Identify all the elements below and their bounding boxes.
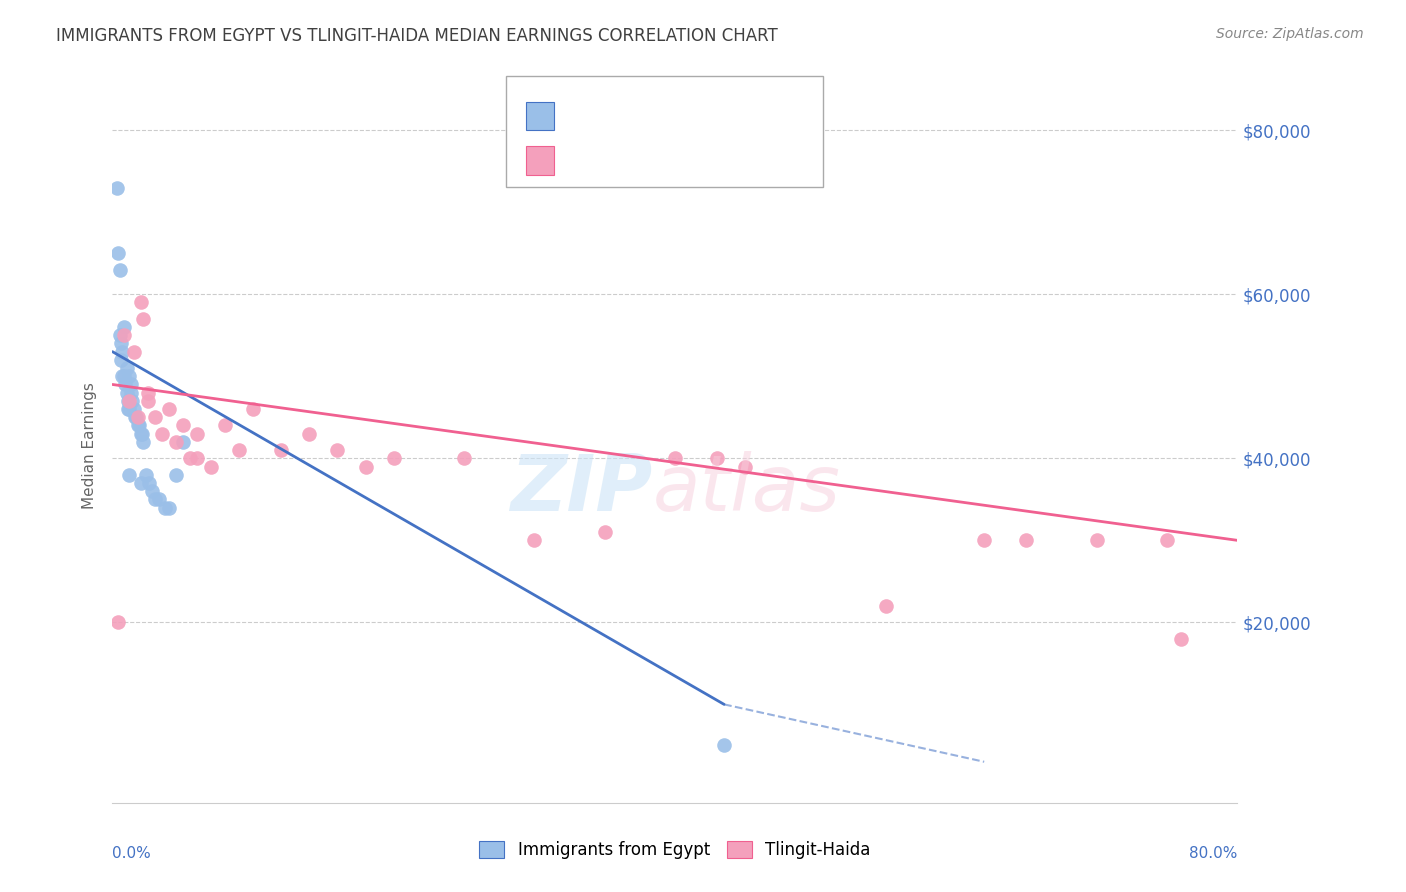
Point xyxy=(112,328,135,343)
Point xyxy=(179,451,201,466)
Point xyxy=(129,426,152,441)
Point xyxy=(135,467,157,482)
Point xyxy=(120,377,142,392)
Legend: Immigrants from Egypt, Tlingit-Haida: Immigrants from Egypt, Tlingit-Haida xyxy=(472,834,877,866)
Text: R = -0.489: R = -0.489 xyxy=(564,152,669,169)
Point xyxy=(118,393,141,408)
Point xyxy=(242,402,264,417)
Point xyxy=(153,500,176,515)
Y-axis label: Median Earnings: Median Earnings xyxy=(82,383,97,509)
Point xyxy=(118,369,141,384)
Point xyxy=(148,492,170,507)
Point xyxy=(124,410,146,425)
Point xyxy=(875,599,897,613)
Point xyxy=(115,361,138,376)
Point xyxy=(298,426,321,441)
Point xyxy=(1015,533,1038,548)
Text: R = -0.573: R = -0.573 xyxy=(564,107,669,125)
Text: N = 38: N = 38 xyxy=(683,152,751,169)
Point xyxy=(734,459,756,474)
Text: Source: ZipAtlas.com: Source: ZipAtlas.com xyxy=(1216,27,1364,41)
Point xyxy=(125,410,148,425)
Point xyxy=(593,525,616,540)
Point xyxy=(122,402,145,417)
Point xyxy=(354,459,377,474)
Point xyxy=(141,484,163,499)
Point xyxy=(111,344,134,359)
Point xyxy=(122,344,145,359)
Text: atlas: atlas xyxy=(652,450,841,527)
Point xyxy=(270,443,292,458)
Point xyxy=(129,475,152,490)
Point xyxy=(706,451,728,466)
Point xyxy=(110,336,132,351)
Point xyxy=(172,418,194,433)
Point xyxy=(136,385,159,400)
Point xyxy=(200,459,222,474)
Point xyxy=(186,426,208,441)
Point xyxy=(111,369,134,384)
Point xyxy=(120,385,142,400)
Point xyxy=(105,180,128,194)
Point xyxy=(114,377,136,392)
Point xyxy=(107,615,129,630)
Point xyxy=(112,369,135,384)
Point xyxy=(713,739,735,753)
Point xyxy=(131,426,153,441)
Text: IMMIGRANTS FROM EGYPT VS TLINGIT-HAIDA MEDIAN EARNINGS CORRELATION CHART: IMMIGRANTS FROM EGYPT VS TLINGIT-HAIDA M… xyxy=(56,27,778,45)
Point xyxy=(382,451,405,466)
Point xyxy=(143,492,166,507)
Point xyxy=(664,451,686,466)
Point xyxy=(115,385,138,400)
Point xyxy=(172,434,194,449)
Point xyxy=(523,533,546,548)
Point xyxy=(110,352,132,367)
Point xyxy=(214,418,236,433)
Point xyxy=(117,402,139,417)
Point xyxy=(132,434,155,449)
Point xyxy=(326,443,349,458)
Text: N = 40: N = 40 xyxy=(683,107,751,125)
Point xyxy=(129,295,152,310)
Point xyxy=(973,533,995,548)
Point xyxy=(157,402,180,417)
Point xyxy=(127,410,149,425)
Point xyxy=(121,393,143,408)
Point xyxy=(132,311,155,326)
Point xyxy=(108,262,131,277)
Point xyxy=(117,393,139,408)
Point xyxy=(138,475,160,490)
Point xyxy=(157,500,180,515)
Point xyxy=(150,426,173,441)
Text: ZIP: ZIP xyxy=(510,450,652,527)
Point xyxy=(1156,533,1178,548)
Point xyxy=(143,410,166,425)
Point xyxy=(112,320,135,334)
Point xyxy=(118,467,141,482)
Point xyxy=(228,443,250,458)
Point xyxy=(127,418,149,433)
Point xyxy=(1085,533,1108,548)
Point xyxy=(453,451,475,466)
Text: 0.0%: 0.0% xyxy=(112,846,152,861)
Point xyxy=(118,402,141,417)
Point xyxy=(128,418,150,433)
Point xyxy=(1170,632,1192,646)
Point xyxy=(165,434,187,449)
Point xyxy=(108,328,131,343)
Point xyxy=(165,467,187,482)
Point xyxy=(136,393,159,408)
Text: 80.0%: 80.0% xyxy=(1189,846,1237,861)
Point xyxy=(107,246,129,260)
Point xyxy=(186,451,208,466)
